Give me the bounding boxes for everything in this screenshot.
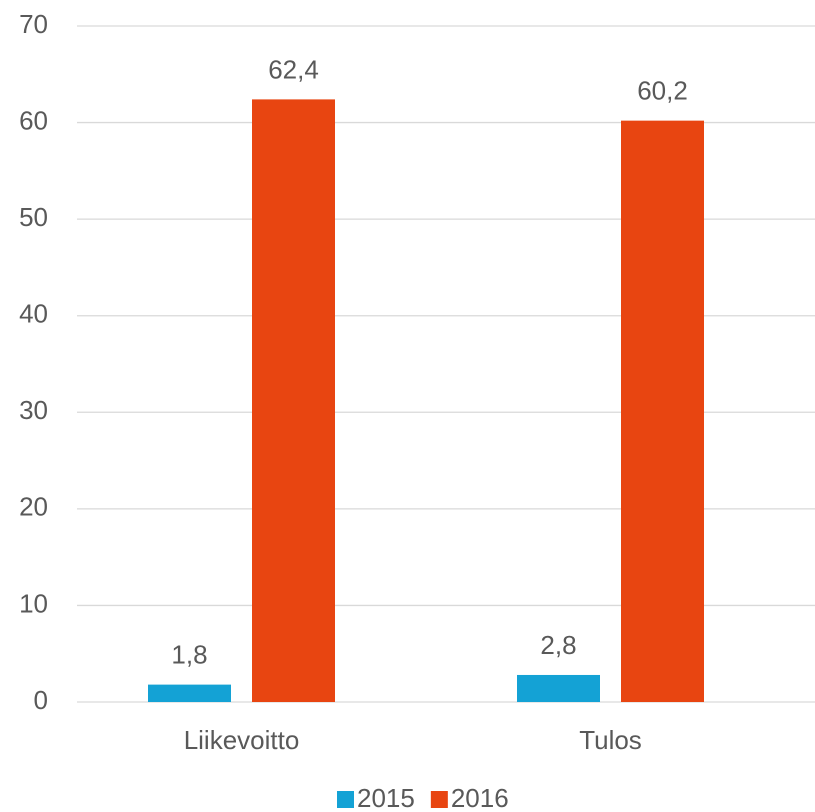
bar: [252, 99, 335, 702]
y-tick-label: 50: [19, 202, 48, 232]
y-tick-label: 70: [19, 9, 48, 39]
value-label: 60,2: [637, 76, 688, 106]
legend-swatch: [430, 791, 448, 808]
bar: [148, 684, 231, 702]
legend-label: 2015: [357, 783, 415, 812]
y-tick-label: 10: [19, 588, 48, 618]
x-tick-label: Tulos: [579, 725, 642, 755]
value-label: 1,8: [171, 639, 207, 669]
value-label: 2,8: [540, 630, 576, 660]
y-tick-label: 40: [19, 299, 48, 329]
x-tick-label: Liikevoitto: [184, 725, 300, 755]
y-tick-label: 20: [19, 492, 48, 522]
value-label: 62,4: [268, 54, 319, 84]
bar: [621, 120, 704, 702]
legend-label: 2016: [451, 783, 509, 812]
legend-swatch: [337, 791, 354, 808]
y-tick-label: 30: [19, 395, 48, 425]
bar: [517, 674, 600, 702]
y-tick-label: 0: [34, 685, 48, 715]
y-tick-label: 60: [19, 105, 48, 135]
